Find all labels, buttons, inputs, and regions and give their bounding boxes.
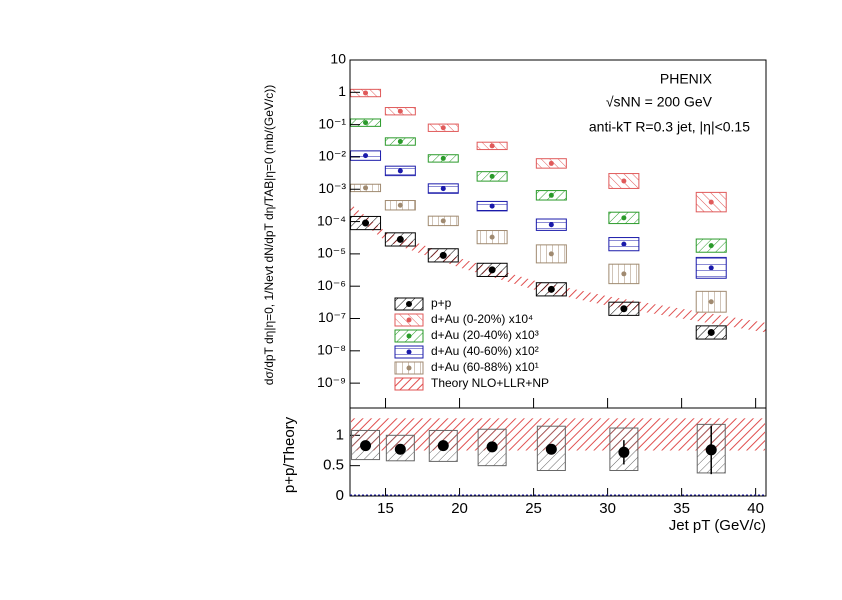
x-tick-label: 40: [747, 500, 764, 517]
data-point: [708, 265, 714, 271]
data-point: [621, 241, 627, 247]
data-point: [363, 153, 369, 159]
x-tick-label: 30: [599, 500, 616, 517]
data-point: [705, 444, 717, 456]
systematic-box: [536, 425, 566, 472]
y-tick-label: 1: [336, 426, 344, 443]
y-tick-label: 0.5: [323, 457, 344, 474]
data-point: [360, 440, 372, 452]
y-tick-label: 10⁻⁴: [317, 212, 346, 228]
annotation: √sNN = 200 GeV: [606, 94, 713, 110]
data-point: [489, 234, 495, 240]
legend-swatch: [394, 377, 424, 391]
data-point: [621, 178, 627, 184]
legend-label: p+p: [431, 296, 452, 310]
data-point: [548, 160, 554, 166]
y-tick-label: 10: [330, 51, 346, 67]
y-tick-label: 10⁻⁸: [317, 342, 346, 358]
legend-label: Theory NLO+LLR+NP: [431, 376, 549, 390]
data-point: [708, 199, 714, 205]
data-point: [545, 443, 557, 455]
legend-marker: [406, 333, 412, 339]
y-tick-label: 10⁻⁹: [317, 374, 346, 390]
data-point: [621, 271, 627, 277]
legend-label: d+Au (60-88%) x10¹: [431, 360, 539, 374]
y-tick-label: 1: [338, 83, 346, 99]
data-point: [548, 222, 554, 228]
y-axis-label: dσ/dpT dη|η=0, 1/Nevt dN/dpT dη/TAB|η=0 …: [262, 85, 276, 385]
ratio-frame: [349, 407, 767, 497]
annotation: PHENIX: [660, 71, 713, 87]
data-point: [621, 215, 627, 221]
y-axis-label: p+p/Theory: [281, 416, 298, 493]
data-point: [397, 168, 403, 174]
data-point: [397, 108, 403, 114]
data-point: [489, 203, 495, 209]
data-point: [548, 192, 554, 198]
x-axis-label: Jet pT (GeV/c): [669, 517, 766, 534]
y-tick-label: 10⁻⁵: [317, 245, 346, 261]
legend-label: d+Au (20-40%) x10³: [431, 328, 539, 342]
data-point: [618, 446, 630, 458]
data-point: [620, 305, 628, 313]
data-point: [707, 328, 715, 336]
data-point: [547, 285, 555, 293]
data-point: [708, 243, 714, 249]
x-tick-label: 25: [525, 500, 542, 517]
data-point: [363, 185, 369, 191]
legend-label: d+Au (40-60%) x10²: [431, 344, 539, 358]
data-point: [396, 235, 404, 243]
y-tick-label: 0: [336, 487, 344, 504]
legend-marker: [406, 365, 412, 371]
data-point: [397, 202, 403, 208]
x-tick-label: 20: [451, 500, 468, 517]
legend-marker: [406, 349, 412, 355]
data-point: [488, 266, 496, 274]
data-point: [440, 155, 446, 161]
data-point: [486, 441, 498, 453]
y-tick-label: 10⁻⁷: [318, 309, 346, 325]
y-tick-label: 10⁻²: [318, 148, 346, 164]
data-point: [363, 120, 369, 126]
y-tick-label: 10⁻⁶: [317, 277, 346, 293]
x-tick-label: 35: [673, 500, 690, 517]
legend-label: d+Au (0-20%) x10⁴: [431, 312, 533, 326]
theory-band: [350, 203, 766, 333]
data-point: [363, 90, 369, 96]
data-point: [708, 299, 714, 305]
data-point: [548, 251, 554, 257]
y-tick-label: 10⁻³: [318, 180, 346, 196]
data-point: [439, 251, 447, 259]
data-point: [397, 139, 403, 145]
data-point: [440, 218, 446, 224]
data-point: [440, 125, 446, 131]
x-tick-label: 15: [377, 500, 394, 517]
data-point: [489, 173, 495, 179]
annotation: anti-kT R=0.3 jet, |η|<0.15: [589, 119, 750, 135]
data-point: [394, 443, 406, 455]
legend-marker: [406, 301, 412, 307]
data-point: [489, 143, 495, 149]
y-tick-label: 10⁻¹: [318, 115, 346, 131]
data-point: [362, 219, 370, 227]
data-point: [440, 186, 446, 192]
legend-marker: [406, 317, 412, 323]
data-point: [437, 440, 449, 452]
